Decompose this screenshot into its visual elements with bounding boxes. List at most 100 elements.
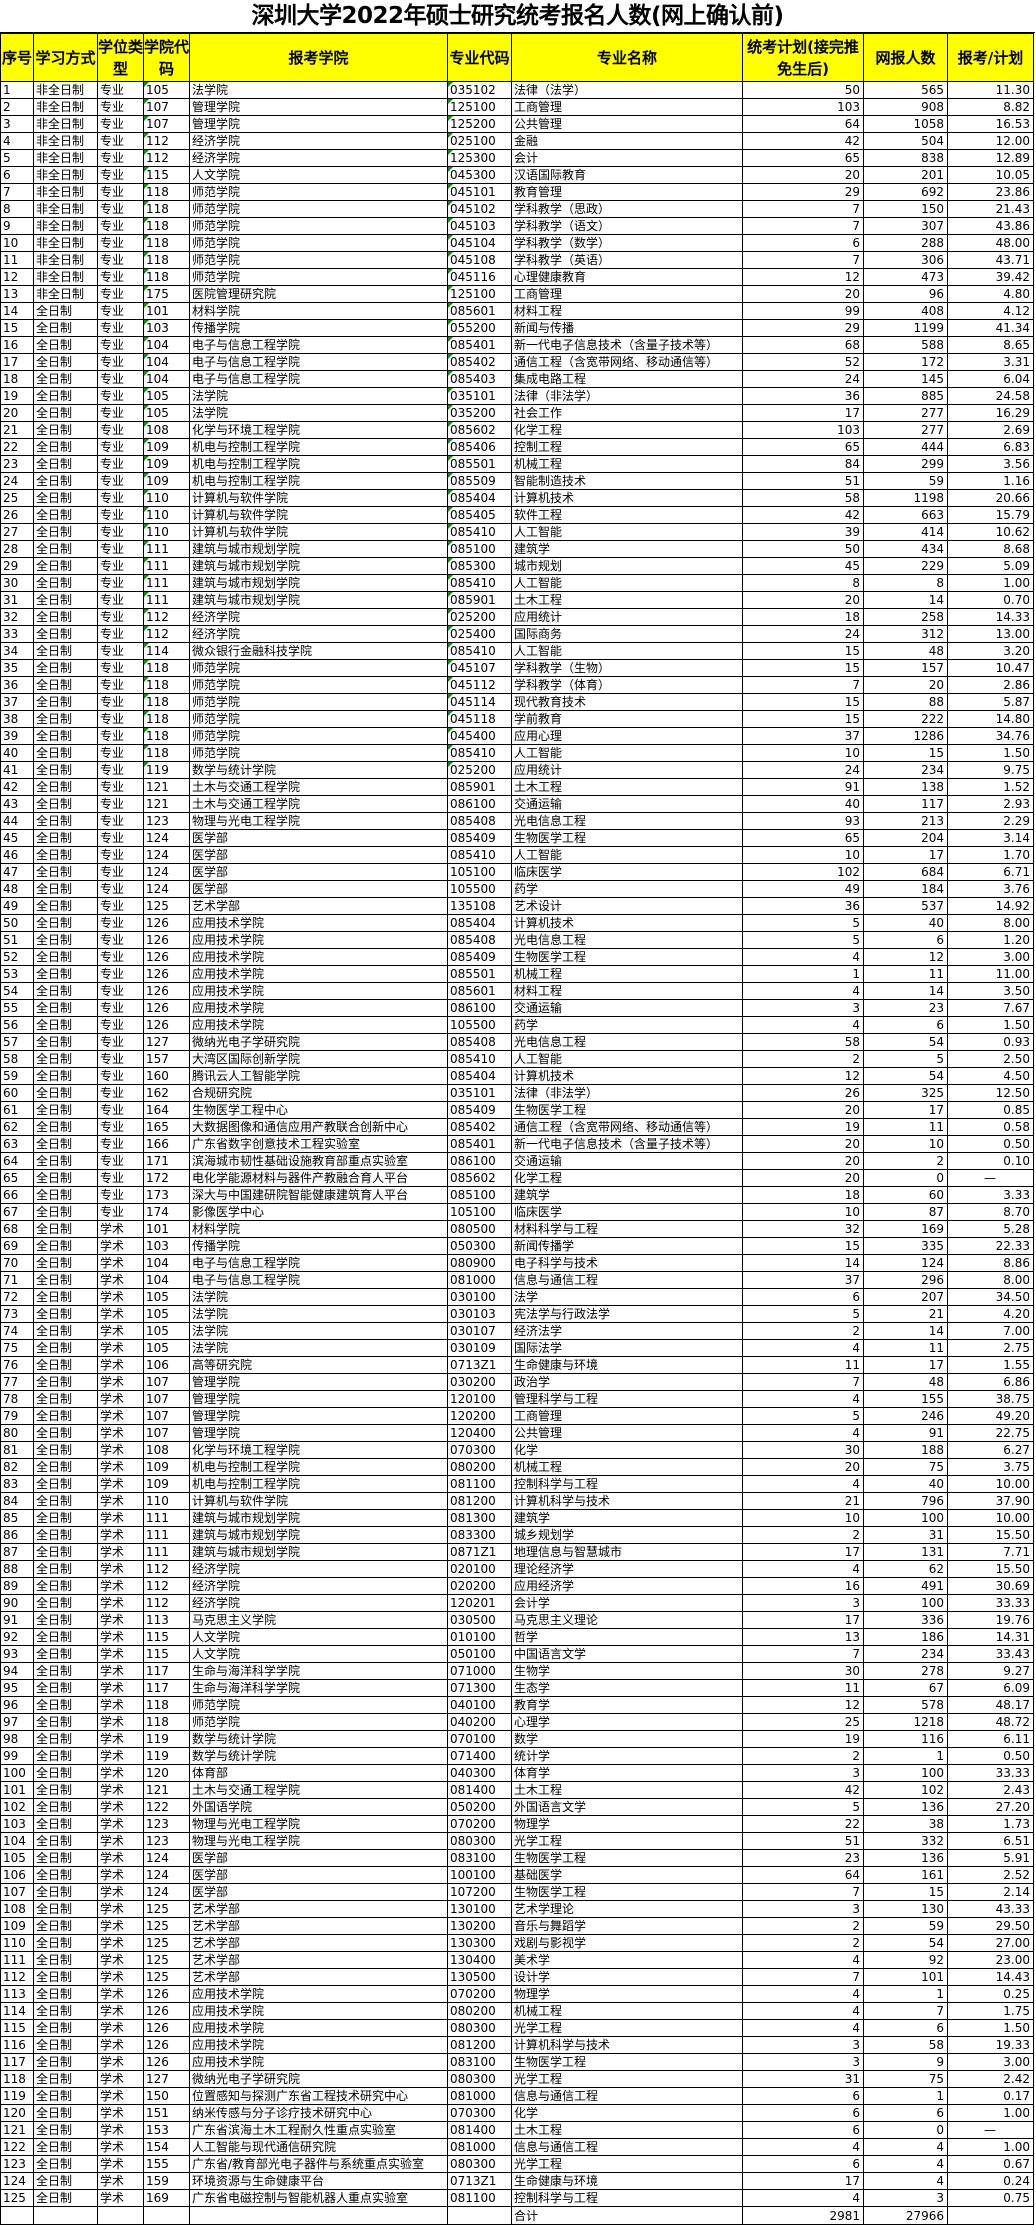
cell-college: 马克思主义学院: [189, 1611, 448, 1629]
cell-ratio: 2.29: [947, 812, 1034, 830]
cell-seq: 63: [0, 1135, 34, 1153]
cell-major-name: 临床医学: [511, 1203, 743, 1221]
cell-seq: 89: [0, 1577, 34, 1595]
table-row: 28 全日制 专业 111 建筑与城市规划学院 085100 建筑学 50 434 8.68: [0, 540, 1034, 558]
cell-college-code: 104: [143, 1271, 190, 1289]
cell-applicants: 684: [863, 863, 948, 881]
cell-study-mode: 全日制: [33, 1458, 98, 1476]
cell-plan: 4: [742, 2002, 864, 2020]
cell-plan: 45: [742, 557, 864, 575]
cell-college-code: 126: [143, 914, 190, 932]
table-row: 13 非全日制 专业 175 医院管理研究院 125100 工商管理 20 96 4.80: [0, 285, 1034, 303]
cell-plan: 25: [742, 1713, 864, 1731]
cell-degree-type: 学术: [97, 1730, 144, 1748]
cell-college-code: 115: [143, 1645, 190, 1663]
cell-study-mode: 全日制: [33, 336, 98, 354]
cell-degree-type: 学术: [97, 2087, 144, 2105]
cell-college-code: 112: [143, 1577, 190, 1595]
cell-college-code: 117: [143, 1679, 190, 1697]
header-seq: 序号: [0, 33, 34, 82]
cell-applicants: 2: [863, 1152, 948, 1170]
cell-applicants: 14: [863, 982, 948, 1000]
table-row: 62 全日制 专业 165 大数据图像和通信应用产教联合创新中心 085402 通信工程（含…: [0, 1118, 1034, 1136]
cell-study-mode: 全日制: [33, 1067, 98, 1085]
cell-degree-type: 专业: [97, 863, 144, 881]
cell-ratio: 0.58: [947, 1118, 1034, 1136]
cell-applicants: 48: [863, 1373, 948, 1391]
total-plan: 2981: [742, 2206, 864, 2225]
cell-major-name: 信息与通信工程: [511, 2138, 743, 2156]
cell-plan: 20: [742, 1135, 864, 1153]
cell-major-code: 081300: [447, 1509, 512, 1527]
cell-college: 生命与海洋科学学院: [189, 1662, 448, 1680]
cell-plan: 20: [742, 1458, 864, 1476]
cell-ratio: 12.89: [947, 149, 1034, 167]
table-row: 106 全日制 学术 124 医学部 100100 基础医学 64 161 2.52: [0, 1866, 1034, 1884]
cell-applicants: 6: [863, 1016, 948, 1034]
cell-study-mode: 全日制: [33, 404, 98, 422]
table-row: 41 全日制 专业 119 数学与统计学院 025200 应用统计 24 234 9.75: [0, 761, 1034, 779]
cell-college: 计算机与软件学院: [189, 523, 448, 541]
cell-applicants: 58: [863, 2036, 948, 2054]
cell-plan: 42: [742, 132, 864, 150]
cell-degree-type: 专业: [97, 829, 144, 847]
cell-ratio: 49.20: [947, 1407, 1034, 1425]
cell-major-code: 120400: [447, 1424, 512, 1442]
cell-major-code: 125300: [447, 149, 512, 167]
cell-college: 医学部: [189, 1883, 448, 1901]
table-row: 108 全日制 学术 125 艺术学部 130100 艺术学理论 3 130 43.33: [0, 1900, 1034, 1918]
cell-seq: 67: [0, 1203, 34, 1221]
cell-degree-type: 学术: [97, 1628, 144, 1646]
cell-study-mode: 全日制: [33, 1152, 98, 1170]
cell-major-code: 105100: [447, 863, 512, 881]
table-row: 110 全日制 学术 125 艺术学部 130300 戏剧与影视学 2 54 27.00: [0, 1934, 1034, 1952]
cell-plan: 5: [742, 1407, 864, 1425]
cell-study-mode: 全日制: [33, 846, 98, 864]
cell-degree-type: 学术: [97, 2036, 144, 2054]
table-row: 63 全日制 专业 166 广东省数字创意技术工程实验室 085401 新一代电子信息技术（…: [0, 1135, 1034, 1153]
cell-plan: 4: [742, 2019, 864, 2037]
cell-degree-type: 专业: [97, 948, 144, 966]
cell-study-mode: 非全日制: [33, 268, 98, 286]
table-row: 74 全日制 学术 105 法学院 030107 经济法学 2 14 7.00: [0, 1322, 1034, 1340]
cell-college: 人文学院: [189, 1645, 448, 1663]
cell-ratio: 8.86: [947, 1254, 1034, 1272]
cell-college-code: 126: [143, 1985, 190, 2003]
cell-study-mode: 全日制: [33, 557, 98, 575]
cell-ratio: 1.55: [947, 1356, 1034, 1374]
cell-seq: 71: [0, 1271, 34, 1289]
cell-plan: 51: [742, 472, 864, 490]
cell-degree-type: 专业: [97, 897, 144, 915]
cell-college-code: 124: [143, 1883, 190, 1901]
cell-ratio: 6.11: [947, 1730, 1034, 1748]
cell-ratio: 3.20: [947, 642, 1034, 660]
cell-college: 土木与交通工程学院: [189, 1781, 448, 1799]
cell-study-mode: 全日制: [33, 1169, 98, 1187]
cell-college: 经济学院: [189, 132, 448, 150]
cell-college: 建筑与城市规划学院: [189, 1526, 448, 1544]
cell-study-mode: 全日制: [33, 1271, 98, 1289]
cell-study-mode: 非全日制: [33, 234, 98, 252]
table-row: 52 全日制 专业 126 应用技术学院 085409 生物医学工程 4 12 3.00: [0, 948, 1034, 966]
cell-seq: 14: [0, 302, 34, 320]
cell-degree-type: 专业: [97, 472, 144, 490]
cell-major-code: 045107: [447, 659, 512, 677]
cell-major-name: 生物学: [511, 1662, 743, 1680]
cell-college: 师范学院: [189, 727, 448, 745]
cell-college-code: 127: [143, 2070, 190, 2088]
cell-applicants: 296: [863, 1271, 948, 1289]
cell-major-name: 光学工程: [511, 2070, 743, 2088]
cell-seq: 28: [0, 540, 34, 558]
cell-applicants: 222: [863, 710, 948, 728]
cell-study-mode: 全日制: [33, 1934, 98, 1952]
cell-major-code: 086100: [447, 795, 512, 813]
cell-college-code: 150: [143, 2087, 190, 2105]
cell-major-code: 085601: [447, 982, 512, 1000]
cell-college: 经济学院: [189, 149, 448, 167]
cell-college-code: 173: [143, 1186, 190, 1204]
cell-college: 物理与光电工程学院: [189, 1832, 448, 1850]
table-row: 23 全日制 专业 109 机电与控制工程学院 085501 机械工程 84 299 3.56: [0, 455, 1034, 473]
table-row: 80 全日制 学术 107 管理学院 120400 公共管理 4 91 22.75: [0, 1424, 1034, 1442]
cell-seq: 34: [0, 642, 34, 660]
cell-study-mode: 非全日制: [33, 81, 98, 99]
